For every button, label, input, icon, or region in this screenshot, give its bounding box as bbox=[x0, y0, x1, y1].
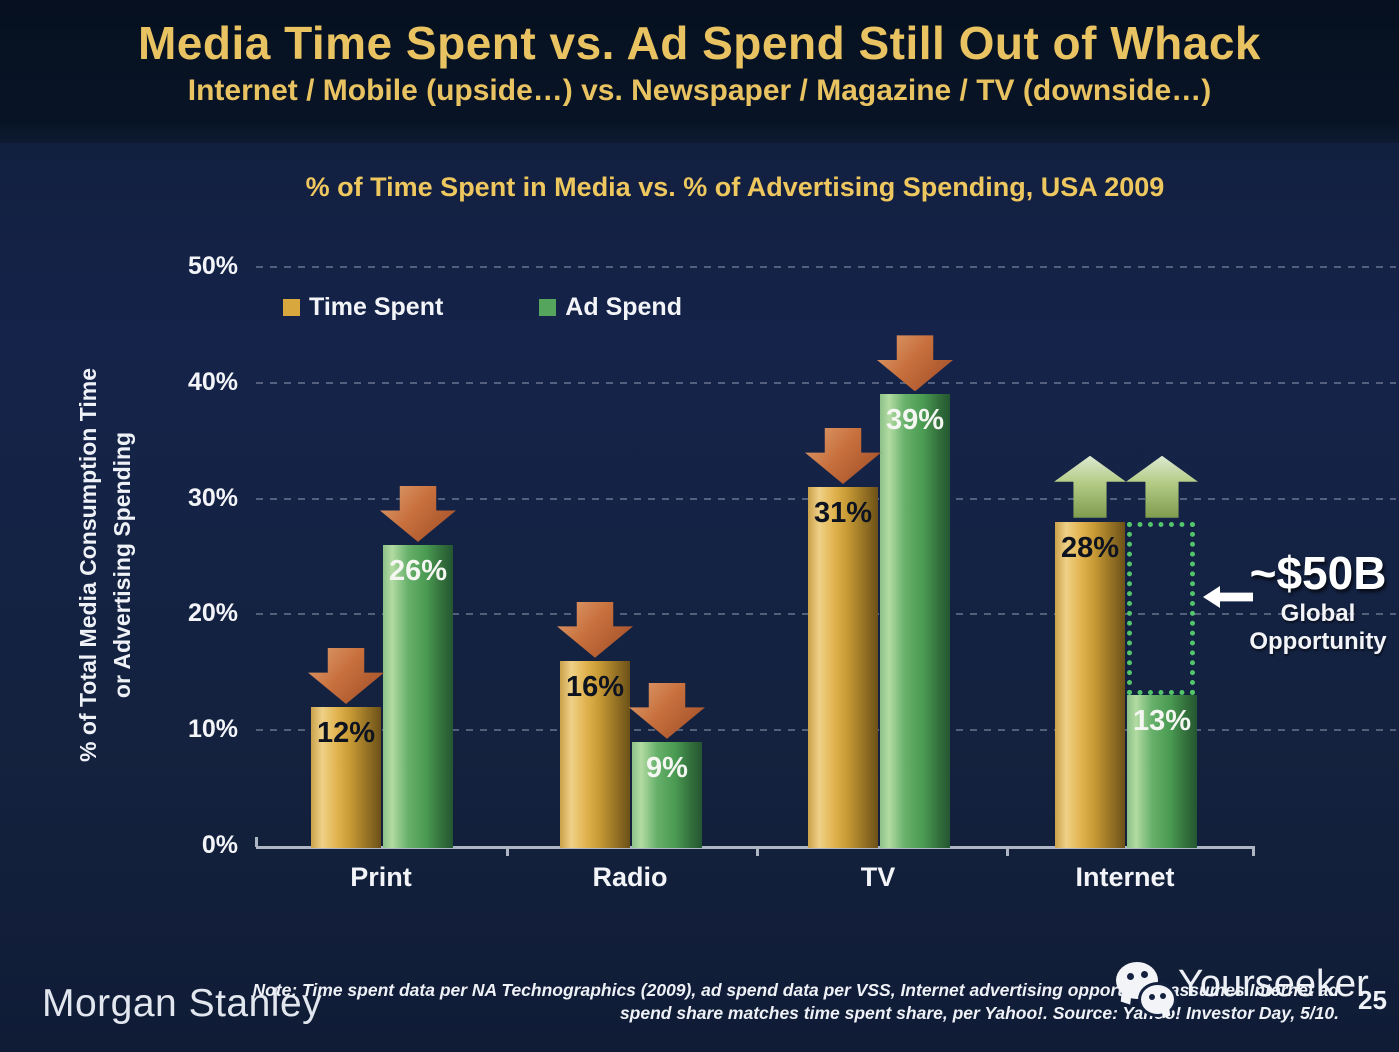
y-tick-label: 0% bbox=[201, 831, 238, 859]
eye-icon bbox=[1149, 994, 1155, 1000]
category-label-tv: TV bbox=[860, 862, 896, 892]
header-band bbox=[0, 0, 1399, 143]
bar-ad_spend-radio: 9% bbox=[632, 741, 702, 848]
category-label-internet: Internet bbox=[1075, 862, 1175, 892]
bar-value-label: 26% bbox=[388, 554, 448, 587]
x-axis bbox=[256, 846, 1255, 849]
y-tick-label: 50% bbox=[187, 252, 238, 280]
axis-tick bbox=[1006, 848, 1009, 856]
bar-ad_spend-tv: 39% bbox=[880, 394, 950, 848]
bar-value-label: 13% bbox=[1132, 705, 1192, 738]
category-label-radio: Radio bbox=[592, 862, 668, 892]
up-arrow-icon bbox=[1054, 455, 1126, 518]
gridline bbox=[256, 266, 1396, 268]
bar-value-label: 16% bbox=[565, 670, 625, 703]
down-arrow-icon bbox=[308, 648, 384, 705]
legend: Time Spent Ad Spend bbox=[283, 293, 682, 322]
watermark-text: Yourseeker bbox=[1178, 962, 1369, 1005]
eye-icon bbox=[1141, 971, 1148, 978]
annotation-line1: Global bbox=[1280, 600, 1356, 627]
eye-icon bbox=[1127, 973, 1134, 980]
bar-value-label: 9% bbox=[646, 751, 688, 784]
up-arrow-icon bbox=[1126, 455, 1198, 518]
gridline bbox=[256, 381, 1396, 384]
y-tick-label: 20% bbox=[187, 599, 238, 628]
legend-swatch-ad-spend bbox=[539, 299, 557, 316]
eye-icon bbox=[1160, 993, 1166, 999]
bar-time_spent-tv: 31% bbox=[808, 487, 878, 848]
axis-tick bbox=[506, 848, 509, 856]
bar-value-label: 39% bbox=[885, 404, 945, 437]
y-tick-label: 30% bbox=[187, 483, 238, 512]
down-arrow-icon bbox=[380, 485, 456, 542]
axis-tick bbox=[756, 848, 759, 856]
bar-value-label: 31% bbox=[813, 497, 873, 530]
page-number: 25 bbox=[1358, 985, 1387, 1015]
chart-title: % of Time Spent in Media vs. % of Advert… bbox=[305, 172, 1165, 202]
source-note-line1: Note: Time spent data per NA Technograph… bbox=[252, 980, 1339, 1000]
opportunity-gap-box bbox=[1127, 521, 1195, 696]
annotation-headline: ~$50B bbox=[1249, 547, 1387, 599]
bar-ad_spend-print: 26% bbox=[383, 544, 453, 848]
wechat-icon bbox=[1114, 956, 1177, 1017]
bar-ad_spend-internet: 13% bbox=[1127, 695, 1197, 848]
legend-label-ad-spend: Ad Spend bbox=[565, 293, 682, 321]
bar-value-label: 12% bbox=[316, 717, 376, 750]
bar-time_spent-internet: 28% bbox=[1055, 521, 1125, 848]
legend-swatch-time-spent bbox=[283, 299, 300, 316]
bar-value-label: 28% bbox=[1060, 531, 1120, 564]
slide-title: Media Time Spent vs. Ad Spend Still Out … bbox=[137, 17, 1262, 69]
down-arrow-icon bbox=[557, 601, 633, 658]
axis-tick bbox=[1252, 848, 1255, 856]
y-tick-label: 10% bbox=[187, 715, 238, 744]
annotation-line2: Opportunity bbox=[1249, 628, 1387, 655]
axis-tick bbox=[255, 837, 258, 847]
watermark: Yourseeker bbox=[1114, 956, 1369, 1017]
down-arrow-icon bbox=[805, 428, 881, 485]
brand-logo: Morgan Stanley bbox=[42, 982, 323, 1025]
slide-subtitle: Internet / Mobile (upside…) vs. Newspape… bbox=[187, 74, 1212, 107]
wechat-bubble-small bbox=[1138, 982, 1177, 1017]
bar-time_spent-radio: 16% bbox=[560, 660, 630, 848]
category-label-print: Print bbox=[350, 862, 412, 892]
legend-label-time-spent: Time Spent bbox=[309, 293, 444, 321]
y-tick-label: 40% bbox=[187, 367, 238, 396]
bar-time_spent-print: 12% bbox=[311, 707, 381, 848]
opportunity-annotation: ~$50B Global Opportunity bbox=[1236, 546, 1399, 656]
